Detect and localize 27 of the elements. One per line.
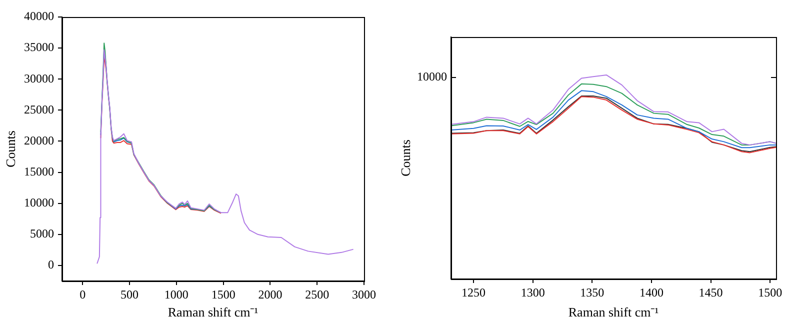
- x-tick-label: 1350: [580, 285, 604, 300]
- x-tick-label: 3000: [352, 287, 376, 302]
- x-tick-label: 1250: [462, 285, 486, 300]
- y-tick-label: 35000: [24, 40, 54, 54]
- y-tick-label: 40000: [24, 9, 54, 24]
- x-tick-label: 1500: [211, 287, 236, 302]
- y-tick-label: 5000: [30, 226, 54, 241]
- x-tick-label: 1400: [639, 285, 664, 300]
- x-tick-label: 1000: [164, 287, 188, 302]
- y-tick-label: 10000: [24, 196, 54, 210]
- x-tick-label: 2500: [305, 287, 330, 302]
- y-tick-label: 20000: [24, 133, 54, 148]
- x-tick-label: 1500: [758, 285, 782, 300]
- x-tick-label: 2000: [258, 287, 282, 302]
- y-tick-label: 0: [48, 258, 54, 272]
- x-tick-label: 1300: [520, 285, 545, 300]
- y-tick-label: 25000: [24, 102, 54, 116]
- x-axis-title: Raman shift cm⁻¹: [568, 304, 659, 320]
- x-tick-label: 1450: [698, 285, 723, 300]
- y-tick-label: 30000: [24, 71, 54, 86]
- y-axis-title: Counts: [3, 130, 18, 168]
- x-axis-title: Raman shift cm⁻¹: [168, 304, 258, 320]
- y-axis-title: Counts: [398, 140, 414, 176]
- y-tick-label: 15000: [24, 164, 54, 178]
- x-tick-label: 500: [120, 287, 139, 302]
- x-tick-label: 0: [80, 287, 86, 302]
- text: 10000: [417, 70, 447, 84]
